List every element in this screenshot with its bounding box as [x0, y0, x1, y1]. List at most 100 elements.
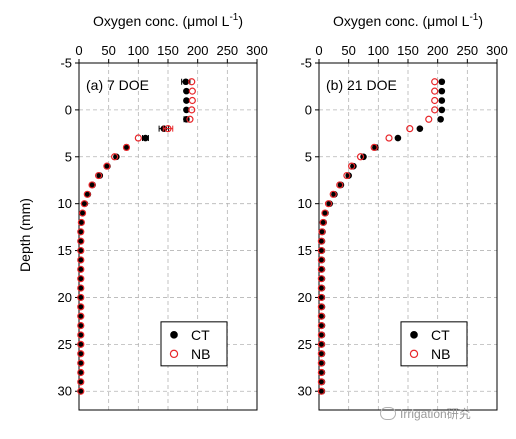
nb-point: [317, 293, 325, 302]
legend-label: NB: [191, 346, 210, 362]
nb-point: [77, 368, 85, 377]
nb-point: [77, 237, 85, 245]
y-tick-label: 25: [58, 337, 72, 352]
x-tick-label: 200: [187, 43, 209, 58]
nb-point: [77, 331, 85, 339]
nb-point: [77, 293, 85, 302]
x-tick-label: 0: [315, 43, 322, 58]
nb-point: [425, 115, 433, 123]
ct-point: [77, 369, 85, 376]
nb-point: [370, 143, 378, 152]
watermark: Irrigation研究: [380, 405, 471, 422]
nb-point: [164, 125, 172, 133]
nb-point: [77, 340, 85, 348]
panel-label: (b) 21 DOE: [326, 77, 397, 93]
ct-point: [77, 312, 85, 320]
ct-point: [77, 378, 85, 386]
nb-point: [103, 162, 111, 170]
ct-point: [183, 87, 190, 95]
nb-point: [77, 387, 85, 395]
nb-point: [317, 378, 325, 386]
nb-point: [77, 218, 85, 227]
nb-point: [431, 78, 439, 86]
y-tick-label: -5: [300, 56, 312, 71]
nb-point: [77, 246, 85, 255]
legend-marker-nb: [409, 349, 419, 359]
legend-label: CT: [191, 327, 210, 343]
x-tick-label: 100: [127, 43, 149, 58]
nb-point: [317, 331, 325, 339]
nb-point: [94, 171, 103, 180]
ct-point: [438, 87, 446, 95]
nb-point: [80, 200, 88, 208]
nb-point: [319, 218, 327, 227]
y-tick-label: 20: [298, 290, 312, 305]
nb-point: [77, 321, 85, 330]
nb-point: [336, 181, 344, 189]
x-tick-label: 50: [101, 43, 115, 58]
nb-point: [77, 256, 85, 264]
nb-point: [317, 303, 325, 311]
nb-point: [317, 359, 325, 367]
ct-point: [77, 266, 85, 273]
nb-point: [188, 78, 196, 86]
nb-point: [77, 228, 85, 236]
y-tick-label: 0: [65, 102, 72, 117]
y-tick-label: 0: [305, 102, 312, 117]
nb-point: [77, 275, 85, 283]
nb-point: [77, 359, 85, 367]
ct-point: [77, 228, 85, 236]
ct-point: [79, 209, 86, 217]
nb-point: [317, 284, 325, 292]
x-tick-label: 100: [367, 43, 389, 58]
nb-point: [356, 153, 365, 161]
nb-point: [188, 96, 196, 105]
x-tick-label: 250: [456, 43, 478, 58]
nb-point: [134, 134, 142, 142]
y-axis-title: Depth (mm): [17, 198, 33, 272]
ct-point: [77, 341, 85, 348]
ct-point: [77, 322, 85, 329]
x-tick-label: 250: [216, 43, 238, 58]
x-tick-label: 50: [341, 43, 355, 58]
nb-point: [78, 209, 87, 217]
ct-point: [77, 331, 85, 339]
nb-point: [83, 190, 91, 198]
nb-point: [317, 387, 325, 395]
x-tick-label: 300: [246, 43, 268, 58]
x-axis-title: Oxygen conc. (μmol L-1): [93, 12, 243, 29]
nb-point: [88, 181, 96, 189]
nb-point: [188, 106, 196, 114]
nb-point: [317, 368, 325, 377]
nb-point: [317, 246, 325, 255]
nb-point: [431, 96, 439, 105]
y-tick-label: 30: [58, 384, 72, 399]
nb-point: [317, 265, 325, 273]
legend-box: [160, 321, 228, 367]
x-tick-label: 200: [427, 43, 449, 58]
nb-point: [321, 209, 329, 217]
y-tick-label: 15: [298, 243, 312, 258]
y-tick-label: 10: [298, 196, 312, 211]
ct-point: [437, 115, 444, 123]
x-tick-label: 0: [75, 43, 82, 58]
nb-point: [317, 237, 325, 245]
y-tick-label: 5: [305, 149, 312, 164]
ct-point: [77, 275, 85, 283]
panel-label: (a) 7 DOE: [86, 77, 149, 93]
nb-point: [77, 303, 85, 311]
ct-point: [77, 256, 85, 264]
nb-point: [77, 284, 85, 292]
nb-point: [343, 171, 351, 180]
ct-point: [394, 134, 402, 142]
nb-point: [317, 350, 325, 358]
nb-point: [406, 125, 414, 133]
nb-point: [324, 200, 333, 208]
ct-point: [438, 78, 446, 86]
watermark-text: Irrigation研究: [400, 407, 471, 421]
nb-point: [110, 153, 119, 161]
ct-point: [438, 97, 446, 104]
